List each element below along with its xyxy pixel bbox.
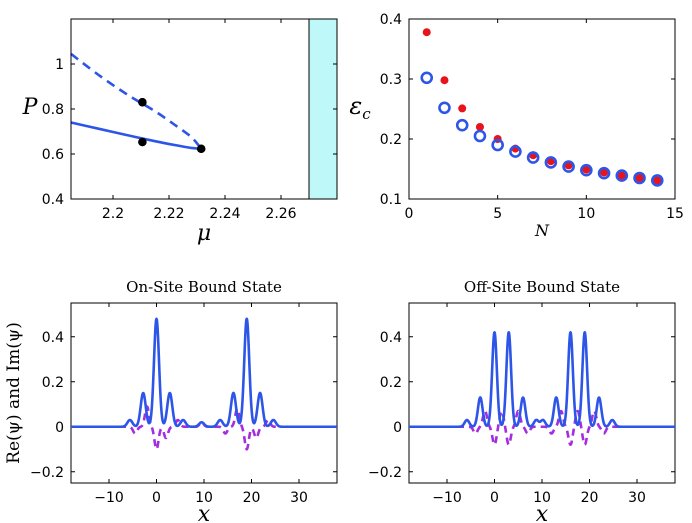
axes-frame xyxy=(70,302,338,484)
x-tick-label: 20 xyxy=(581,490,599,506)
x-tick-label: −10 xyxy=(432,490,462,506)
x-tick-label: 20 xyxy=(243,490,261,506)
x-axis-label: x xyxy=(536,502,549,523)
real-part-line xyxy=(70,317,337,429)
x-tick-label: 0 xyxy=(405,206,414,222)
chart-top-right: 0 5 10 15 0.1 0.2 0.3 0.4 Nεc xyxy=(349,12,684,240)
blue-data-point xyxy=(597,166,611,180)
x-tick-label: 0 xyxy=(152,490,161,506)
blue-data-point xyxy=(526,151,540,164)
y-tick-label: 0.2 xyxy=(380,132,402,148)
y-axis-label: εc xyxy=(349,92,371,123)
red-data-point xyxy=(546,157,555,166)
x-tick-label: 5 xyxy=(493,206,502,222)
blue-data-point xyxy=(633,171,646,185)
stable-branch-line xyxy=(70,121,202,151)
blue-data-point xyxy=(544,156,558,169)
x-tick-label: 30 xyxy=(628,490,646,506)
y-tick-label: 0.2 xyxy=(380,375,402,391)
y-axis-label: Re(ψ) and Im(ψ) xyxy=(4,322,24,464)
x-tick-label: 10 xyxy=(533,490,551,506)
blue-data-point xyxy=(473,129,487,143)
red-data-point xyxy=(564,161,573,170)
blue-data-point xyxy=(455,118,469,132)
x-tick-label: 10 xyxy=(195,490,213,506)
y-tick-label: 0.2 xyxy=(42,375,64,391)
x-tick-label: −10 xyxy=(94,490,124,506)
blue-data-point xyxy=(562,160,575,173)
x-axis-label: x xyxy=(198,502,211,523)
y-tick-label: 0.1 xyxy=(380,192,402,208)
x-tick-label: 0 xyxy=(490,490,499,506)
red-data-point xyxy=(600,168,609,177)
axes-frame xyxy=(70,18,338,200)
chart-title: On-Site Bound State xyxy=(126,278,282,296)
chart-title: Off-Site Bound State xyxy=(464,278,620,296)
y-axis-label: P xyxy=(22,95,39,120)
blue-data-point xyxy=(438,101,451,115)
x-tick-label: 30 xyxy=(290,490,308,506)
blue-data-point xyxy=(650,174,664,187)
y-tick-label: 0.8 xyxy=(42,102,64,118)
x-tick-label: 10 xyxy=(577,206,595,222)
axes-frame xyxy=(408,302,676,484)
data-point xyxy=(138,137,147,147)
red-data-point xyxy=(653,176,662,185)
y-tick-label: −0.2 xyxy=(30,465,64,481)
chart-top-left: 2.2 2.22 2.24 2.26 0.4 0.6 0.8 1 μ P xyxy=(22,18,338,246)
y-tick-label: 0.4 xyxy=(380,12,402,28)
chart-bottom-right: −10 0 10 20 30 −0.2 0 0.2 0.4 Off-Site Bound Stat… xyxy=(368,278,676,523)
y-tick-label: 0.4 xyxy=(380,330,402,346)
x-tick-label: 2.2 xyxy=(102,206,124,222)
y-tick-label: 0.3 xyxy=(380,72,402,88)
x-tick-label: 2.24 xyxy=(209,206,240,222)
blue-data-point xyxy=(491,138,504,152)
y-tick-label: 0 xyxy=(55,420,64,436)
red-data-point xyxy=(582,165,591,174)
x-axis-label: N xyxy=(534,221,550,240)
y-tick-label: −0.2 xyxy=(368,465,402,481)
red-data-point xyxy=(440,76,449,85)
x-axis-label: μ xyxy=(197,221,211,246)
x-tick-label: 2.22 xyxy=(153,206,184,222)
data-point xyxy=(138,98,147,107)
x-tick-label: 15 xyxy=(666,206,684,222)
y-tick-label: 0.4 xyxy=(42,192,64,208)
y-tick-label: 0.6 xyxy=(42,147,64,163)
y-tick-label: 1 xyxy=(55,57,64,73)
real-part-line xyxy=(408,330,675,429)
red-data-point xyxy=(635,174,644,182)
blue-data-point xyxy=(420,71,434,85)
shaded-region xyxy=(308,18,338,200)
x-tick-label: 2.26 xyxy=(265,206,296,222)
chart-bottom-left: −10 0 10 20 30 −0.2 0 0.2 0.4 On-Site Bound State… xyxy=(4,278,338,523)
y-tick-label: 0.4 xyxy=(42,330,64,346)
unstable-branch-line xyxy=(70,52,203,150)
y-tick-label: 0 xyxy=(393,420,402,436)
blue-data-point xyxy=(509,145,522,158)
red-data-point xyxy=(458,104,467,113)
axes-frame xyxy=(408,18,676,200)
red-data-point xyxy=(475,123,484,131)
blue-data-point xyxy=(615,169,629,182)
red-data-point xyxy=(422,28,431,37)
red-data-point xyxy=(617,171,626,180)
data-point xyxy=(197,144,206,154)
blue-data-point xyxy=(580,163,593,177)
